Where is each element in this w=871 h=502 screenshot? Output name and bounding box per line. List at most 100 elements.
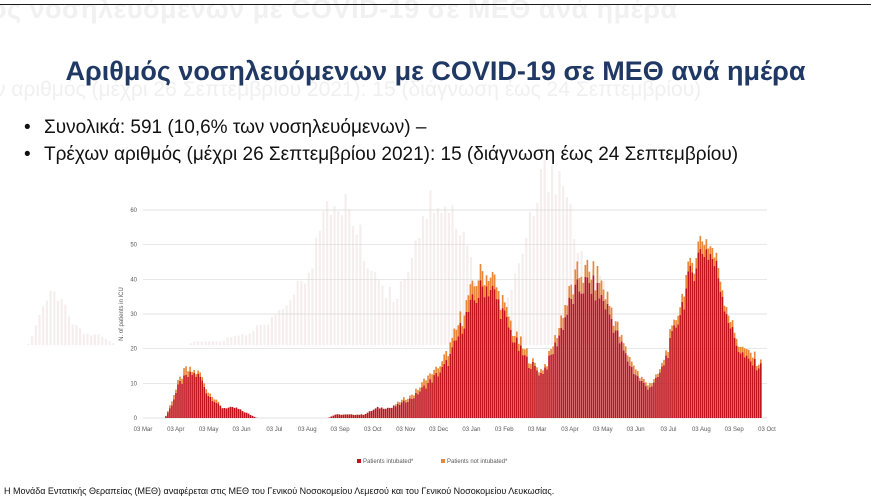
- y-tick-label: 50: [130, 243, 137, 249]
- bar-intubated: [556, 346, 558, 418]
- bar-intubated: [231, 406, 234, 418]
- ghost-bar: [466, 245, 469, 345]
- bar-intubated: [578, 291, 581, 418]
- ghost-bar: [528, 212, 532, 345]
- bar-intubated: [526, 356, 528, 418]
- bar-not-intubated: [757, 364, 760, 369]
- ghost-bar: [38, 314, 41, 345]
- bar-not-intubated: [638, 378, 641, 381]
- ghost-bar: [259, 324, 262, 345]
- ghost-bar: [101, 336, 104, 345]
- bar-intubated: [469, 299, 472, 418]
- bar-intubated: [463, 328, 466, 418]
- bar-intubated: [641, 380, 643, 418]
- bar-not-intubated: [409, 395, 411, 399]
- bar-not-intubated: [407, 398, 409, 402]
- bar-not-intubated: [167, 411, 169, 413]
- bar-not-intubated: [405, 399, 407, 403]
- bar-not-intubated: [608, 305, 611, 315]
- bar-not-intubated: [451, 337, 454, 348]
- bar-not-intubated: [663, 359, 665, 366]
- bar-intubated: [731, 326, 734, 418]
- ghost-bar: [510, 289, 513, 345]
- bar-intubated: [187, 376, 189, 418]
- bar-not-intubated: [556, 338, 558, 347]
- bar-intubated: [376, 406, 379, 418]
- bar-intubated: [467, 311, 470, 418]
- bar-not-intubated: [606, 291, 609, 304]
- ghost-bar: [307, 272, 310, 345]
- bar-intubated: [703, 256, 706, 418]
- bar-intubated: [505, 316, 508, 418]
- bar-intubated: [558, 335, 560, 418]
- bar-not-intubated: [580, 276, 583, 294]
- bar-not-intubated: [749, 352, 752, 362]
- bar-intubated: [620, 341, 623, 418]
- bar-intubated: [499, 318, 502, 418]
- ghost-bar: [359, 224, 362, 345]
- bar-intubated: [715, 260, 718, 418]
- bar-not-intubated: [520, 336, 522, 346]
- bar-intubated: [679, 315, 681, 418]
- ghost-bar: [86, 333, 89, 345]
- ghost-bar: [222, 340, 226, 345]
- bar-intubated: [251, 415, 254, 418]
- bar-not-intubated: [731, 320, 734, 327]
- bar-intubated: [445, 359, 448, 418]
- bar-not-intubated: [560, 315, 562, 328]
- bar-intubated: [241, 411, 244, 418]
- bar-not-intubated: [651, 383, 653, 387]
- bar-intubated: [626, 361, 629, 418]
- bar-not-intubated: [175, 389, 177, 393]
- ghost-bar: [42, 306, 45, 345]
- ghost-bar: [289, 300, 292, 345]
- bar-intubated: [622, 350, 625, 418]
- bar-intubated: [647, 389, 649, 418]
- bar-not-intubated: [715, 252, 718, 261]
- bar-intubated: [638, 380, 641, 418]
- bar-not-intubated: [643, 379, 645, 383]
- bar-not-intubated: [542, 370, 544, 374]
- bar-intubated: [451, 347, 454, 418]
- bar-intubated: [405, 402, 407, 418]
- ghost-bar: [539, 168, 543, 345]
- bar-not-intubated: [411, 394, 413, 400]
- bar-not-intubated: [729, 322, 732, 329]
- bar-intubated: [606, 303, 609, 418]
- ghost-bar: [403, 279, 406, 345]
- bar-not-intubated: [598, 282, 601, 299]
- bullet-list: • Συνολικά: 591 (10,6% των νοσηλευόμενων)…: [24, 114, 738, 168]
- bar-not-intubated: [449, 342, 452, 354]
- bar-intubated: [219, 406, 222, 418]
- legend-swatch: [441, 459, 445, 463]
- bar-intubated: [419, 391, 421, 418]
- bar-intubated: [447, 365, 450, 418]
- bar-not-intubated: [439, 366, 441, 373]
- bar-not-intubated: [588, 271, 591, 284]
- bar-not-intubated: [733, 332, 736, 338]
- bar-intubated: [483, 297, 486, 418]
- bar-intubated: [411, 399, 413, 418]
- ghost-bar: [562, 186, 565, 345]
- bullet-item: • Τρέχων αριθμός (μέχρι 26 Σεπτεμβρίου 20…: [24, 141, 738, 168]
- ghost-bar: [488, 305, 491, 345]
- bar-intubated: [630, 366, 633, 418]
- bar-not-intubated: [755, 365, 758, 371]
- bar-not-intubated: [211, 396, 214, 401]
- bar-not-intubated: [751, 357, 754, 366]
- bar-not-intubated: [463, 315, 466, 329]
- bar-intubated: [403, 400, 405, 418]
- bar-not-intubated: [604, 299, 607, 310]
- ghost-bar: [49, 290, 52, 345]
- ghost-bar: [385, 297, 388, 345]
- bar-not-intubated: [453, 328, 456, 341]
- bar-not-intubated: [213, 399, 216, 402]
- bar-intubated: [409, 398, 411, 418]
- ghost-bar: [399, 281, 403, 345]
- bar-intubated: [189, 371, 191, 418]
- bar-intubated: [507, 327, 510, 418]
- bar-intubated: [643, 382, 645, 418]
- bar-intubated: [592, 275, 595, 418]
- bar-not-intubated: [647, 385, 649, 390]
- bar-intubated: [201, 380, 204, 418]
